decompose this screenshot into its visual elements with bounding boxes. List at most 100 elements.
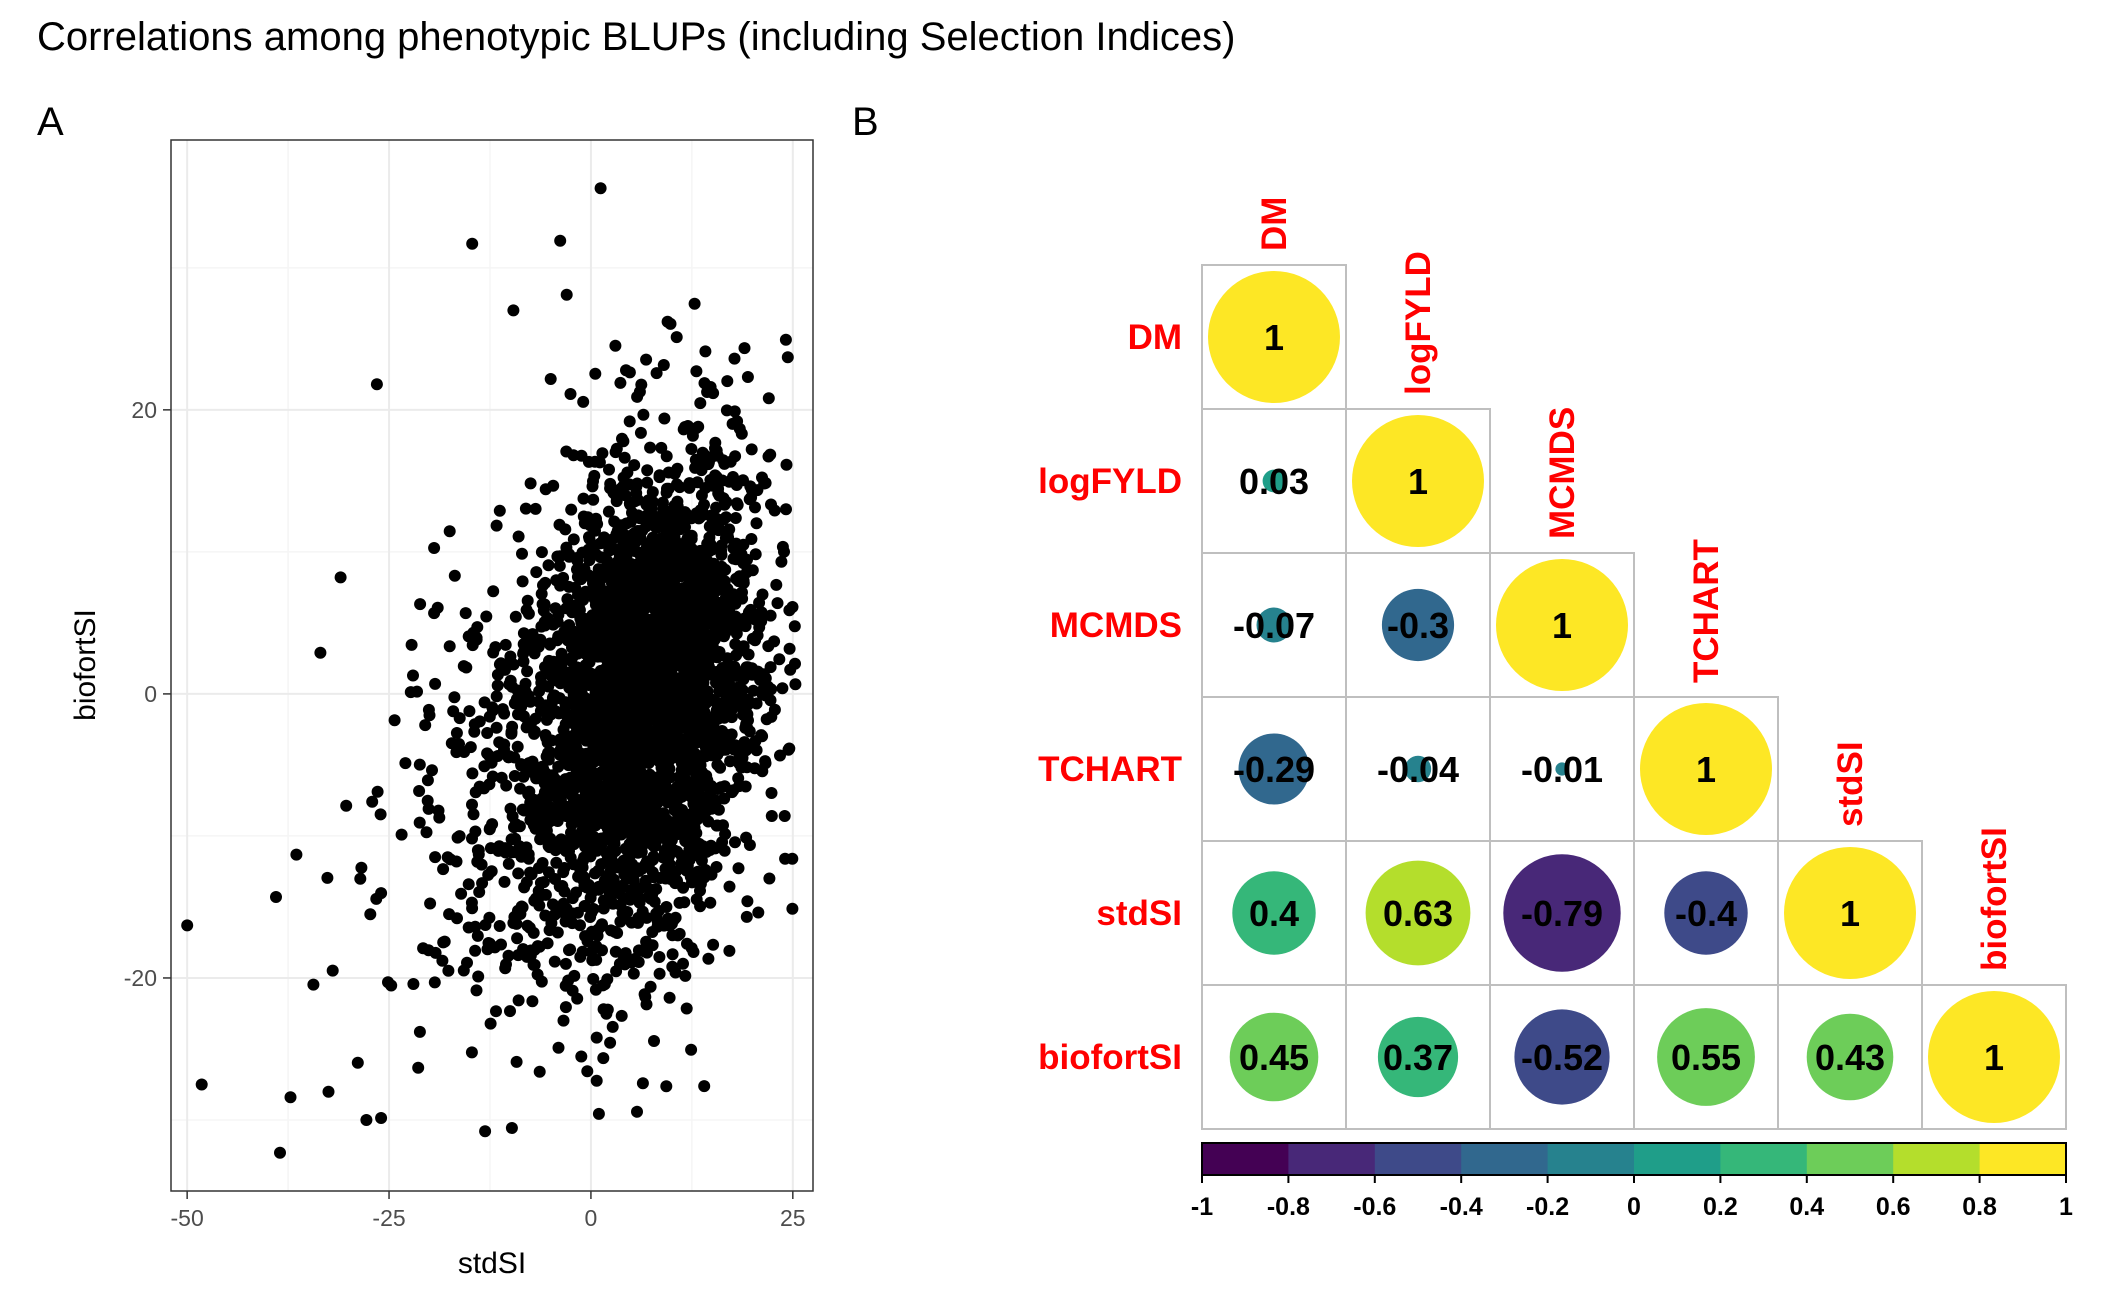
- scatter-point: [565, 503, 578, 516]
- scatter-point: [506, 720, 519, 733]
- scatter-point: [565, 731, 578, 744]
- scatter-point: [486, 770, 499, 783]
- scatter-point: [623, 415, 636, 428]
- correlation-value: 0.4: [1249, 893, 1299, 934]
- row-label: logFYLD: [1038, 462, 1182, 501]
- scatter-point: [634, 512, 646, 525]
- scatter-point: [716, 725, 728, 737]
- scatter-point: [453, 830, 466, 843]
- scatter-point: [568, 625, 581, 638]
- scatter-point: [570, 693, 582, 705]
- scatter-point: [374, 808, 387, 821]
- scatter-point: [592, 669, 605, 682]
- correlation-circle: [1229, 1012, 1319, 1102]
- scatter-point: [610, 772, 623, 785]
- scatter-point: [564, 751, 577, 763]
- scatter-point: [645, 613, 658, 626]
- scatter-point: [548, 955, 561, 968]
- scatter-point: [542, 706, 555, 719]
- scatter-point: [552, 760, 565, 773]
- scatter-point: [533, 772, 545, 785]
- scatter-point: [540, 750, 553, 763]
- scatter-point: [676, 626, 689, 639]
- scatter-point: [681, 532, 694, 544]
- scatter-point: [613, 957, 626, 970]
- scatter-point: [524, 792, 537, 805]
- scatter-point: [473, 886, 486, 898]
- scatter-point: [469, 825, 482, 838]
- scatter-point: [624, 515, 637, 528]
- scatter-point: [443, 525, 456, 538]
- scatter-point: [789, 678, 802, 691]
- scatter-point: [763, 872, 776, 885]
- scatter-point: [535, 975, 548, 988]
- correlation-circle: [1664, 871, 1748, 955]
- scatter-point: [638, 682, 650, 695]
- scatter-point: [560, 602, 573, 615]
- scatter-point: [742, 648, 755, 661]
- colorbar-tick-label: 0.6: [1876, 1193, 1911, 1221]
- correlation-value: 0.45: [1239, 1037, 1309, 1078]
- correlation-circle: [1657, 1008, 1755, 1106]
- scatter-point: [725, 711, 738, 724]
- scatter-point: [624, 893, 637, 906]
- scatter-point: [727, 784, 740, 797]
- scatter-point: [765, 787, 778, 799]
- scatter-point: [567, 533, 580, 546]
- scatter-point: [741, 371, 754, 383]
- scatter-point: [614, 376, 627, 389]
- scatter-point: [490, 721, 503, 734]
- scatter-point: [740, 566, 753, 579]
- correlation-circle: [1365, 860, 1471, 966]
- scatter-point: [619, 593, 632, 606]
- scatter-point: [653, 673, 666, 686]
- scatter-point: [628, 581, 641, 594]
- scatter-point: [710, 471, 723, 484]
- scatter-point: [665, 630, 678, 643]
- scatter-point: [606, 1020, 619, 1033]
- scatter-point: [621, 466, 634, 479]
- scatter-point: [450, 727, 463, 739]
- scatter-point: [628, 809, 641, 822]
- scatter-point: [491, 679, 504, 692]
- scatter-point: [629, 480, 642, 492]
- scatter-point: [466, 237, 479, 250]
- scatter-point: [590, 1031, 603, 1044]
- scatter-point: [429, 677, 442, 690]
- correlation-value: 0.37: [1383, 1037, 1453, 1078]
- scatter-point: [704, 896, 717, 909]
- scatter-point: [622, 671, 635, 684]
- scatter-point: [615, 828, 628, 841]
- scatter-point: [622, 860, 635, 873]
- scatter-point: [604, 477, 617, 490]
- scatter-point: [686, 556, 699, 569]
- scatter-point: [694, 884, 706, 897]
- scatter-point: [759, 689, 772, 702]
- scatter-point: [587, 743, 600, 756]
- scatter-point: [677, 957, 689, 970]
- scatter-point: [618, 451, 631, 464]
- scatter-point: [755, 606, 768, 619]
- scatter-point: [776, 540, 789, 553]
- colorbar: -1 -0.8 -0.6 -0.4 -0.2 0 0.2 0.4 0.6 0.8 1: [1191, 1142, 2073, 1221]
- scatter-point: [648, 1035, 660, 1047]
- scatter-point: [495, 771, 508, 784]
- x-tick-label: 0: [585, 1205, 598, 1231]
- scatter-point: [729, 836, 741, 849]
- scatter-point: [730, 497, 743, 510]
- scatter-point: [616, 562, 629, 575]
- scatter-point: [666, 513, 679, 525]
- scatter-point: [448, 569, 461, 582]
- scatter-point: [653, 951, 666, 963]
- scatter-point: [517, 655, 530, 668]
- scatter-point: [633, 865, 645, 877]
- scatter-point: [467, 808, 480, 821]
- x-tick-label: -25: [372, 1205, 405, 1231]
- column-label: biofortSI: [1975, 827, 2014, 971]
- scatter-point: [504, 1005, 516, 1018]
- scatter-point: [598, 691, 610, 704]
- scatter-point: [512, 530, 525, 543]
- colorbar-tick-label: 0.4: [1789, 1193, 1824, 1221]
- scatter-point: [679, 421, 691, 433]
- scatter-point: [765, 810, 778, 822]
